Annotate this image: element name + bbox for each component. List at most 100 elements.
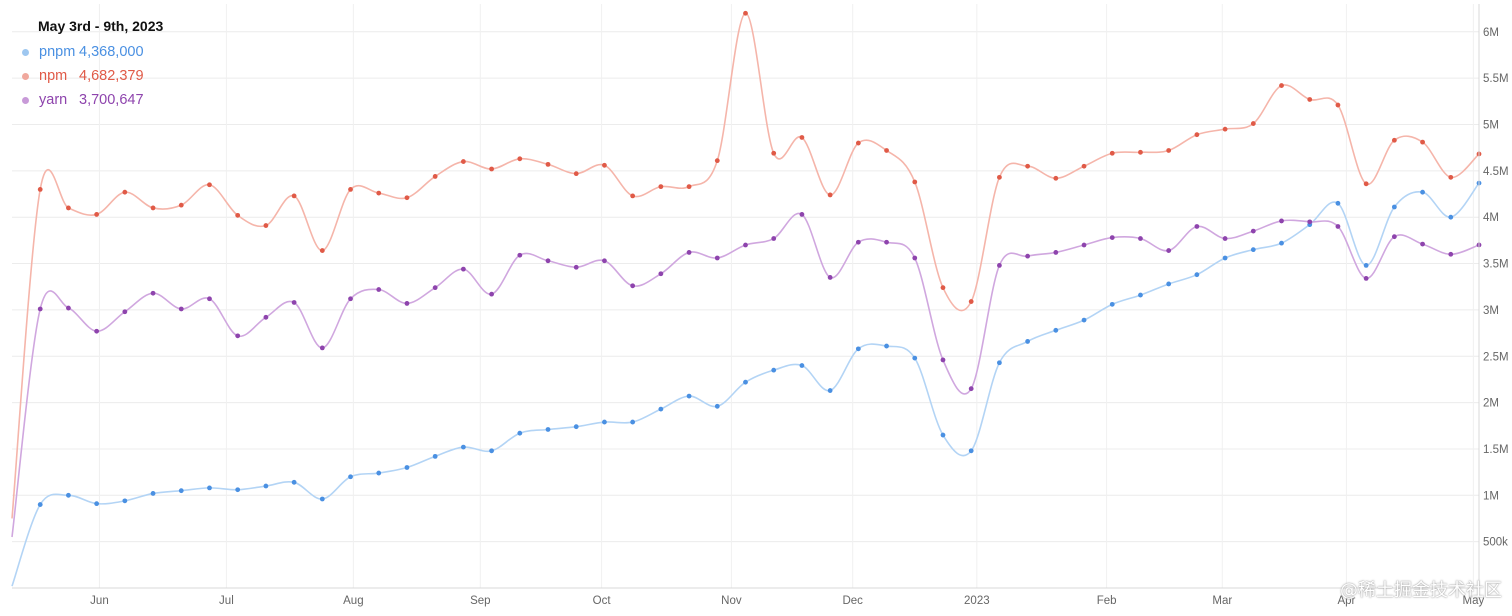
data-point-npm[interactable]: [122, 189, 128, 195]
data-point-npm[interactable]: [940, 285, 946, 291]
data-point-pnpm[interactable]: [66, 492, 71, 498]
data-point-pnpm[interactable]: [432, 453, 438, 459]
legend-item-pnpm[interactable]: pnpm 4,368,000: [22, 40, 163, 64]
data-point-yarn[interactable]: [1166, 248, 1172, 253]
data-point-pnpm[interactable]: [1335, 200, 1341, 206]
data-point-pnpm[interactable]: [489, 448, 494, 454]
data-point-yarn[interactable]: [968, 386, 974, 392]
data-point-pnpm[interactable]: [1250, 247, 1256, 253]
data-point-npm[interactable]: [460, 159, 466, 164]
data-point-npm[interactable]: [1053, 175, 1059, 181]
data-point-pnpm[interactable]: [37, 502, 43, 507]
data-point-npm[interactable]: [66, 205, 71, 211]
data-point-npm[interactable]: [1335, 102, 1341, 108]
data-point-yarn[interactable]: [912, 255, 918, 261]
data-point-pnpm[interactable]: [940, 432, 946, 438]
data-point-pnpm[interactable]: [1053, 327, 1059, 333]
data-point-npm[interactable]: [968, 299, 974, 304]
data-point-npm[interactable]: [94, 212, 100, 217]
data-point-pnpm[interactable]: [855, 346, 861, 352]
data-point-npm[interactable]: [630, 193, 636, 199]
data-point-pnpm[interactable]: [1081, 317, 1087, 323]
data-point-pnpm[interactable]: [1166, 281, 1172, 287]
data-point-pnpm[interactable]: [517, 430, 523, 436]
data-point-npm[interactable]: [1109, 150, 1115, 156]
data-point-yarn[interactable]: [460, 266, 466, 272]
data-point-yarn[interactable]: [122, 309, 128, 315]
data-point-yarn[interactable]: [1279, 218, 1284, 224]
data-point-yarn[interactable]: [545, 258, 551, 264]
data-point-yarn[interactable]: [94, 328, 100, 334]
data-point-yarn[interactable]: [630, 283, 636, 289]
data-point-npm[interactable]: [771, 150, 777, 156]
data-point-pnpm[interactable]: [291, 479, 297, 485]
data-point-pnpm[interactable]: [460, 444, 466, 450]
data-point-pnpm[interactable]: [1279, 240, 1284, 246]
data-point-pnpm[interactable]: [94, 501, 100, 507]
data-point-npm[interactable]: [1222, 126, 1228, 132]
data-point-pnpm[interactable]: [150, 491, 156, 496]
data-point-npm[interactable]: [912, 179, 918, 185]
data-point-npm[interactable]: [37, 186, 43, 192]
data-point-yarn[interactable]: [827, 275, 833, 280]
data-point-yarn[interactable]: [1081, 242, 1087, 248]
data-point-pnpm[interactable]: [1138, 292, 1143, 298]
data-point-pnpm[interactable]: [263, 483, 269, 489]
data-point-yarn[interactable]: [150, 290, 156, 296]
data-point-npm[interactable]: [855, 140, 861, 146]
data-point-npm[interactable]: [884, 148, 889, 153]
data-point-pnpm[interactable]: [1363, 263, 1369, 268]
data-point-pnpm[interactable]: [997, 360, 1002, 366]
data-point-npm[interactable]: [291, 193, 297, 199]
data-point-pnpm[interactable]: [319, 496, 325, 502]
data-point-pnpm[interactable]: [912, 355, 918, 361]
data-point-pnpm[interactable]: [178, 488, 184, 494]
data-point-pnpm[interactable]: [573, 424, 579, 430]
data-point-yarn[interactable]: [1109, 235, 1115, 241]
data-point-yarn[interactable]: [799, 212, 805, 217]
data-point-pnpm[interactable]: [968, 448, 974, 454]
data-point-yarn[interactable]: [432, 285, 438, 291]
data-point-yarn[interactable]: [517, 252, 523, 258]
data-point-npm[interactable]: [1448, 174, 1454, 180]
data-point-npm[interactable]: [1391, 137, 1397, 143]
data-point-pnpm[interactable]: [1109, 301, 1115, 307]
data-point-yarn[interactable]: [771, 236, 777, 241]
data-point-yarn[interactable]: [1391, 234, 1397, 240]
data-point-pnpm[interactable]: [630, 419, 636, 425]
data-point-npm[interactable]: [319, 248, 325, 253]
data-point-npm[interactable]: [1194, 132, 1200, 138]
data-point-yarn[interactable]: [884, 239, 889, 245]
data-point-pnpm[interactable]: [827, 388, 833, 393]
data-point-pnpm[interactable]: [1448, 214, 1454, 220]
data-point-yarn[interactable]: [1420, 241, 1425, 247]
data-point-yarn[interactable]: [743, 242, 748, 248]
data-point-npm[interactable]: [404, 195, 410, 201]
data-point-pnpm[interactable]: [1391, 204, 1397, 210]
legend-item-yarn[interactable]: yarn 3,700,647: [22, 88, 163, 112]
data-point-yarn[interactable]: [997, 263, 1002, 268]
data-point-npm[interactable]: [517, 156, 523, 162]
data-point-yarn[interactable]: [1250, 228, 1256, 234]
data-point-yarn[interactable]: [207, 296, 212, 302]
data-point-npm[interactable]: [827, 192, 833, 198]
data-point-yarn[interactable]: [1448, 251, 1454, 257]
data-point-yarn[interactable]: [1025, 253, 1031, 259]
data-point-yarn[interactable]: [1335, 224, 1341, 229]
data-point-yarn[interactable]: [489, 291, 494, 297]
data-point-pnpm[interactable]: [404, 465, 410, 470]
data-point-pnpm[interactable]: [658, 406, 664, 412]
data-point-yarn[interactable]: [66, 305, 71, 311]
data-point-pnpm[interactable]: [545, 427, 551, 432]
data-point-npm[interactable]: [178, 202, 184, 208]
data-point-pnpm[interactable]: [686, 393, 692, 399]
data-point-pnpm[interactable]: [771, 367, 777, 373]
data-point-npm[interactable]: [376, 190, 382, 196]
data-point-pnpm[interactable]: [235, 487, 241, 493]
data-point-yarn[interactable]: [376, 287, 382, 292]
data-point-yarn[interactable]: [1363, 275, 1369, 281]
data-point-npm[interactable]: [1166, 148, 1172, 153]
data-point-yarn[interactable]: [1053, 250, 1059, 255]
legend-item-npm[interactable]: npm 4,682,379: [22, 64, 163, 88]
data-point-npm[interactable]: [573, 171, 579, 177]
